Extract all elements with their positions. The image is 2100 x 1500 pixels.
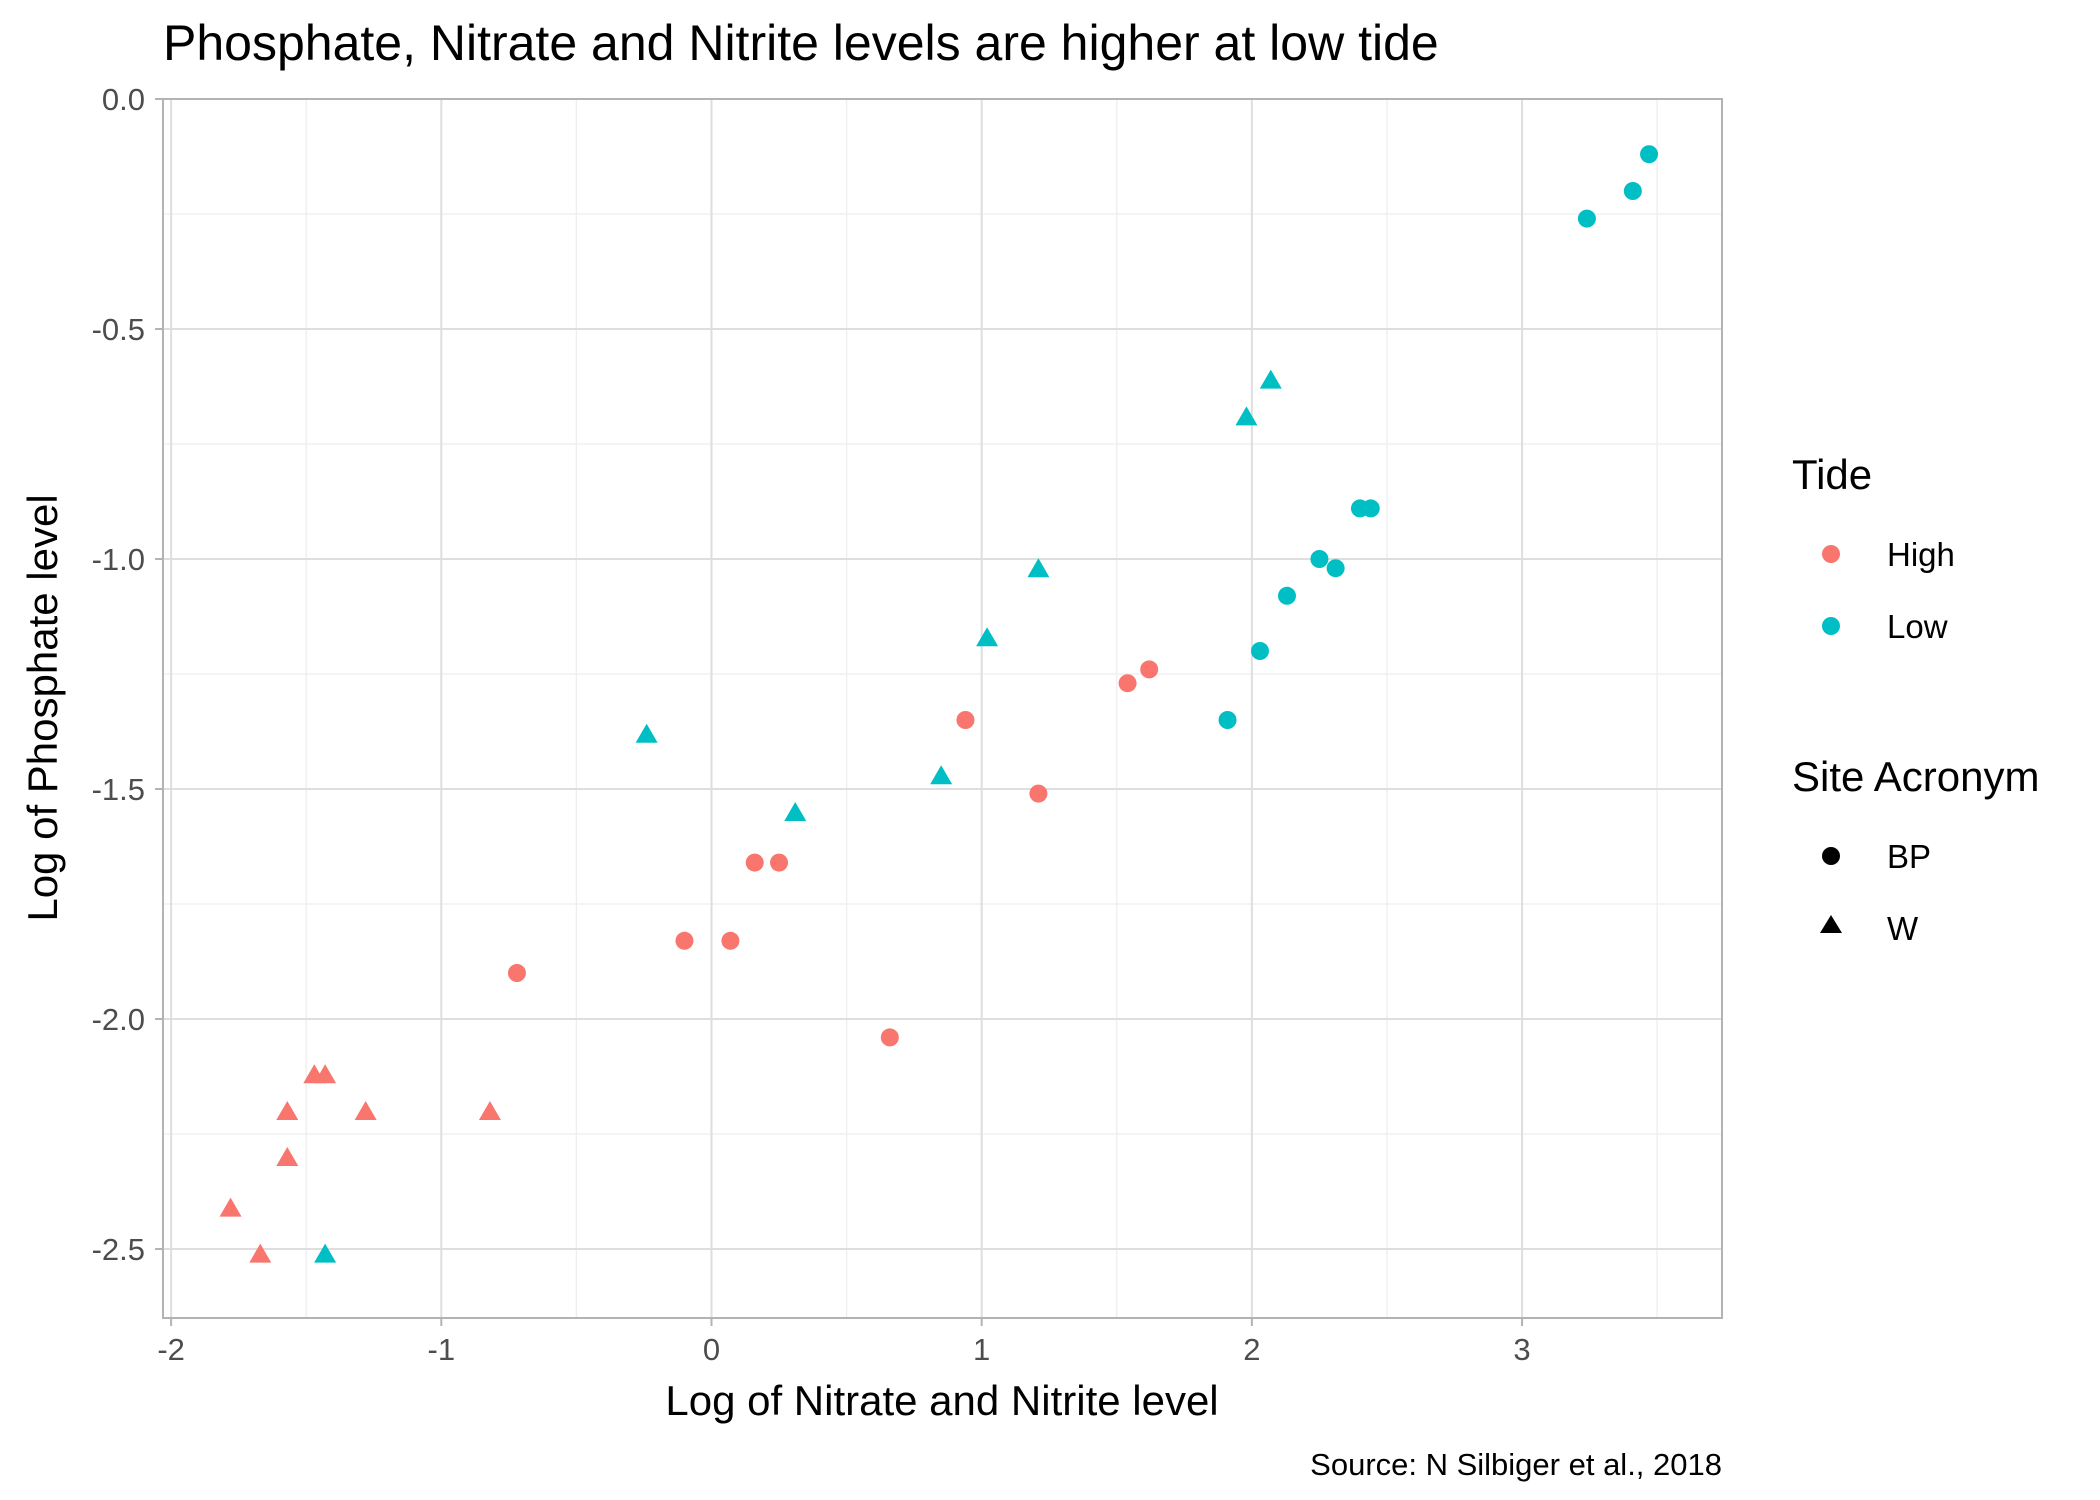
- point-low-bp: [1361, 499, 1380, 518]
- point-high-w: [276, 1101, 299, 1120]
- point-high-bp: [880, 1028, 899, 1047]
- point-high-bp: [956, 711, 975, 729]
- legend-low-marker: [1822, 617, 1840, 635]
- point-low-w: [1235, 406, 1258, 426]
- point-low-bp: [1218, 711, 1237, 729]
- point-low-bp: [1277, 586, 1296, 605]
- caption: Source: N Silbiger et al., 2018: [1310, 1447, 1722, 1482]
- point-low-w: [1259, 369, 1282, 389]
- legend: Tide High Low Site Acronym BP W: [1792, 451, 2039, 947]
- point-low-w: [1027, 558, 1050, 578]
- x-tick-label: -2: [157, 1332, 185, 1367]
- point-high-bp: [1029, 784, 1048, 803]
- x-axis-ticks: -2 -1 0 1 2 3: [157, 1318, 1531, 1367]
- y-tick-label: -1.5: [92, 772, 145, 807]
- point-low-w: [930, 765, 953, 785]
- y-axis-title: Log of Phosphate level: [19, 494, 66, 921]
- x-tick-label: 0: [703, 1332, 720, 1367]
- chart-title: Phosphate, Nitrate and Nitrite levels ar…: [163, 15, 1439, 71]
- point-high-w: [276, 1147, 299, 1166]
- point-high-bp: [770, 853, 789, 872]
- point-low-bp: [1623, 182, 1642, 200]
- x-axis-title: Log of Nitrate and Nitrite level: [665, 1377, 1218, 1424]
- y-tick-label: -2.5: [92, 1232, 145, 1267]
- y-tick-label: -2.0: [92, 1002, 145, 1037]
- point-high-w: [478, 1101, 501, 1120]
- point-high-bp: [675, 931, 694, 950]
- point-high-w: [354, 1101, 377, 1120]
- point-high-w: [249, 1243, 272, 1263]
- point-low-bp: [1640, 145, 1659, 164]
- point-high-w: [314, 1064, 337, 1084]
- point-low-bp: [1577, 209, 1596, 228]
- point-low-w: [976, 627, 999, 647]
- plot-panel: [162, 98, 1723, 1319]
- y-tick-label: -0.5: [92, 312, 145, 347]
- point-low-w: [784, 802, 807, 821]
- grid: [163, 98, 1722, 1318]
- data-points: [219, 145, 1659, 1263]
- legend-high-marker: [1822, 545, 1840, 563]
- point-low-w: [314, 1243, 337, 1263]
- legend-w-marker: [1820, 915, 1842, 933]
- legend-label-low: Low: [1887, 608, 1948, 645]
- point-high-bp: [745, 853, 764, 872]
- legend-title-tide: Tide: [1792, 451, 1872, 498]
- y-tick-label: -1.0: [92, 542, 145, 577]
- legend-label-bp: BP: [1887, 838, 1931, 875]
- x-tick-label: 1: [973, 1332, 990, 1367]
- legend-label-w: W: [1887, 910, 1919, 947]
- point-high-bp: [1140, 660, 1159, 679]
- legend-title-site: Site Acronym: [1792, 753, 2039, 800]
- point-low-bp: [1326, 559, 1345, 578]
- y-tick-label: 0.0: [102, 82, 145, 117]
- legend-label-high: High: [1887, 536, 1955, 573]
- x-tick-label: -1: [428, 1332, 456, 1367]
- x-tick-label: 2: [1243, 1332, 1260, 1367]
- point-low-bp: [1250, 642, 1269, 660]
- point-high-bp: [507, 964, 526, 982]
- point-low-w: [635, 723, 658, 743]
- y-axis-ticks: 0.0 -0.5 -1.0 -1.5 -2.0 -2.5: [92, 82, 163, 1267]
- legend-bp-marker: [1822, 847, 1840, 865]
- point-high-w: [219, 1197, 242, 1217]
- point-high-bp: [1118, 674, 1137, 693]
- point-high-bp: [721, 931, 740, 950]
- point-low-bp: [1310, 550, 1329, 568]
- x-tick-label: 3: [1513, 1332, 1530, 1367]
